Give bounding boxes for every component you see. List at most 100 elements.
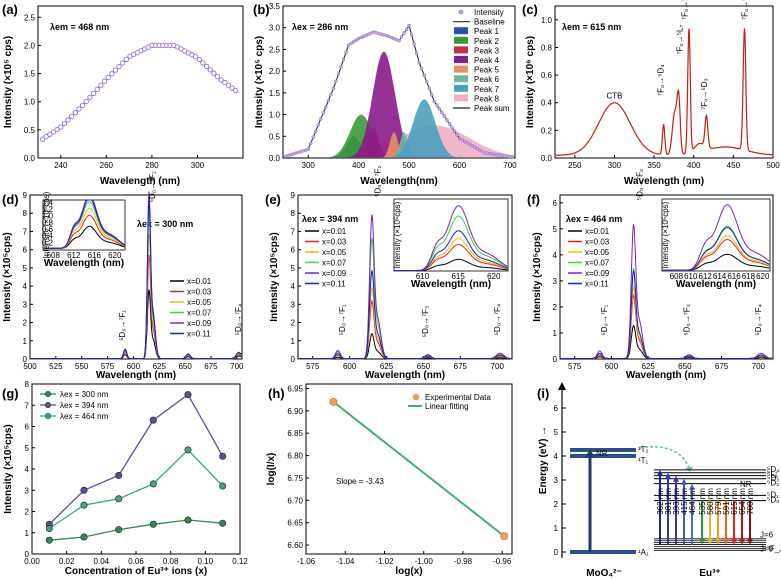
y-tick-label: 3.5: [269, 2, 281, 11]
data-point: [196, 56, 202, 63]
series-point: [45, 524, 53, 532]
inset-x-tick-label: 612: [699, 272, 713, 281]
y-tick-label: 4: [291, 282, 296, 291]
x-tick-label: 300: [608, 161, 622, 170]
panel-e-yticks: 0 1 2 3 4 5 6 7 8 9: [291, 191, 301, 364]
y-tick-label: 2: [23, 319, 28, 328]
x-tick-label: 600: [453, 161, 467, 170]
experimental-point: [500, 532, 509, 541]
legend-marker: [412, 393, 420, 401]
data-point: [116, 63, 122, 70]
intensity-point: [321, 111, 326, 115]
inset-frame: [661, 198, 771, 272]
x-tick-label: 300: [302, 161, 316, 170]
peak-label-transition: ⁷F₀→⁵L₆: [680, 0, 689, 20]
data-point: [50, 129, 57, 135]
transition-label: ⁵D₀→⁷F₁: [338, 304, 347, 335]
intensity-point: [346, 43, 351, 47]
intensity-point: [457, 136, 462, 141]
x-tick-label: -0.96: [493, 557, 512, 566]
panel-a: (a) λem = 468 nm 240 260 280 300 0.0 0.5 1.0 1…: [2, 2, 244, 187]
data-point: [69, 113, 75, 119]
panel-h-slope-text: Slope = -3.43: [336, 477, 384, 486]
inset-y-tick-label: 1.0: [42, 212, 54, 221]
series-point: [115, 471, 123, 479]
intensity-point: [427, 86, 432, 91]
data-point: [65, 117, 71, 123]
panel-c-plot: [555, 28, 773, 156]
eu-excitation-arrowhead: [657, 469, 663, 476]
eu-level-label: ⁵D₄: [767, 465, 779, 474]
panel-g-label: (g): [2, 386, 19, 401]
legend-label: x=0.07: [585, 259, 610, 268]
intensity-point: [326, 98, 331, 103]
panel-h-ylabel: log(I/x): [266, 453, 277, 486]
y-tick-label: 1: [553, 329, 558, 338]
inset-x-tick-label: 620: [487, 272, 501, 281]
data-point: [225, 82, 232, 88]
intensity-point: [424, 80, 429, 84]
intensity-point: [447, 121, 452, 126]
y-tick-label: 6: [25, 423, 30, 432]
intensity-point: [435, 103, 439, 107]
x-tick-label: 650: [178, 362, 192, 371]
y-tick-label: 3.0: [269, 24, 281, 33]
y-tick-label: 2: [291, 319, 296, 328]
y-tick-label: 5: [25, 444, 30, 453]
x-tick-label: 700: [503, 161, 517, 170]
inset-x-tick-label: 620: [756, 272, 770, 281]
panel-g-xlabel: Concentration of Eu³⁺ ions (x): [65, 566, 208, 577]
y-tick-label: 3: [291, 300, 296, 309]
inset-ylabel: Intensity (×10⁵cps): [393, 201, 402, 268]
excitation-spectrum-line: [555, 28, 773, 156]
panel-g-yticks: 0 1 2 3 4 5 6 7 8: [25, 380, 35, 559]
y-tick-label: 6.80: [287, 452, 303, 461]
intensity-point: [334, 79, 338, 84]
panel-a-label: (a): [2, 2, 18, 17]
inset-x-tick-label: 618: [742, 272, 756, 281]
panel-f-transitions: ⁵D₀→⁷F₁ ⁵D₀→⁷F₂ ⁵D₀→⁷F₃ ⁵D₀→⁷F₄: [600, 169, 763, 336]
transition-label: ⁵D₀→⁷F₄: [234, 304, 243, 335]
eu-emission-label: 580 nm: [706, 488, 715, 515]
eu-excitation-label: 464 nm: [688, 488, 697, 515]
panel-e-plot: [298, 214, 512, 360]
inset-x-tick-label: 608: [47, 251, 61, 260]
intensity-point: [430, 93, 434, 97]
x-tick-label: 575: [101, 362, 115, 371]
data-point: [58, 124, 64, 130]
peak-label-transition: ⁷F₀→⁵D₄: [657, 64, 666, 95]
legend-label: x=0.05: [187, 298, 212, 307]
transition-label: ⁵D₀→⁷F₁: [118, 310, 127, 341]
data-point: [76, 106, 82, 112]
panel-g-plot: [45, 391, 227, 544]
intensity-point: [475, 146, 479, 151]
legend-swatch: [454, 27, 468, 35]
panel-a-xticks: 240 260 280 300: [54, 155, 205, 170]
fit-peak-2: [308, 114, 510, 158]
panel-c-ylabel: Intensity (×10⁶ cps): [525, 36, 536, 128]
linear-fit-line: [332, 401, 505, 537]
emission-line-x=0.03: [298, 299, 512, 360]
legend-swatch: [454, 56, 468, 63]
panel-e-xlabel: Wavelength (nm): [365, 370, 445, 381]
panel-b-annotation: λex = 286 nm: [292, 22, 348, 32]
transition-label: ⁵D₀→⁷F₄: [754, 304, 763, 335]
transition-label: ⁵D₀→⁷F₂: [148, 171, 157, 202]
series-point: [184, 516, 192, 524]
panel-i-right-host: Eu³⁺: [699, 568, 720, 579]
panel-d-ylabel: Intensity (×10⁵cps): [2, 232, 13, 321]
y-tick-label: 0: [554, 548, 559, 557]
level-label: ¹T₂: [638, 445, 649, 454]
inset-x-tick-label: 608: [670, 272, 684, 281]
x-tick-label: 0.02: [59, 557, 75, 566]
x-tick-label: 525: [49, 362, 63, 371]
series-point: [149, 480, 157, 488]
data-point: [211, 70, 217, 76]
legend-label: Peak 8: [474, 94, 499, 103]
panel-d-plot: [30, 191, 243, 360]
y-tick-label: 3: [23, 300, 28, 309]
